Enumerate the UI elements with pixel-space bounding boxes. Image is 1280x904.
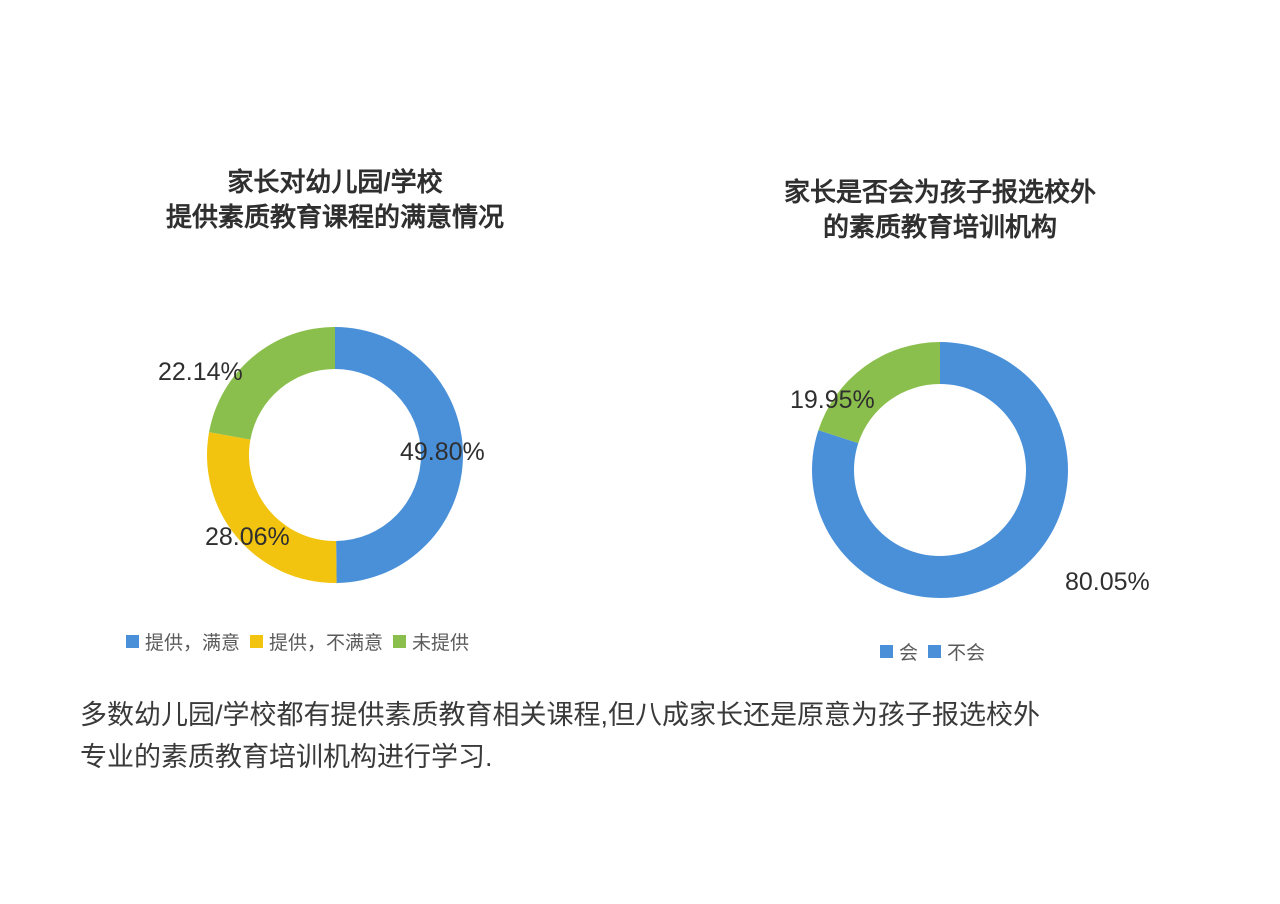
- legend-swatch: [250, 635, 263, 648]
- caption-line2: 专业的素质教育培训机构进行学习.: [80, 742, 493, 772]
- legend-swatch: [126, 635, 139, 648]
- legend-item: 提供，不满意: [250, 628, 383, 655]
- legend-item: 未提供: [393, 628, 469, 655]
- right-chart-title: 家长是否会为孩子报选校外 的素质教育培训机构: [705, 175, 1175, 245]
- legend-label: 提供，不满意: [269, 628, 383, 655]
- caption-line1: 多数幼儿园/学校都有提供素质教育相关课程,但八成家长还是原意为孩子报选校外: [80, 700, 1040, 730]
- summary-caption: 多数幼儿园/学校都有提供素质教育相关课程,但八成家长还是原意为孩子报选校外 专业…: [80, 695, 1200, 779]
- donut-slice: [207, 432, 337, 583]
- slice-value-label: 80.05%: [1065, 568, 1150, 597]
- left-chart-title-line2: 提供素质教育课程的满意情况: [166, 202, 504, 232]
- slice-value-label: 22.14%: [158, 358, 243, 387]
- slice-value-label: 49.80%: [400, 438, 485, 467]
- legend-item: 不会: [928, 638, 985, 665]
- left-chart-title-line1: 家长对幼儿园/学校: [227, 167, 442, 197]
- legend-label: 会: [899, 638, 918, 665]
- legend-swatch: [880, 645, 893, 658]
- right-donut-chart: [808, 338, 1072, 607]
- legend-swatch: [393, 635, 406, 648]
- left-chart-legend: 提供，满意 提供，不满意 未提供: [126, 628, 469, 655]
- slice-value-label: 28.06%: [205, 523, 290, 552]
- legend-label: 不会: [947, 638, 985, 665]
- right-donut-svg: [808, 338, 1072, 602]
- right-chart-title-line2: 的素质教育培训机构: [823, 212, 1057, 242]
- right-chart-title-line1: 家长是否会为孩子报选校外: [784, 177, 1096, 207]
- legend-item: 提供，满意: [126, 628, 240, 655]
- left-chart-title: 家长对幼儿园/学校 提供素质教育课程的满意情况: [100, 165, 570, 235]
- legend-item: 会: [880, 638, 918, 665]
- slice-value-label: 19.95%: [790, 386, 875, 415]
- right-chart-legend: 会 不会: [880, 638, 985, 665]
- legend-label: 提供，满意: [145, 628, 240, 655]
- legend-label: 未提供: [412, 628, 469, 655]
- legend-swatch: [928, 645, 941, 658]
- page-root: 家长对幼儿园/学校 提供素质教育课程的满意情况 49.80% 28.06% 22.1…: [0, 0, 1280, 904]
